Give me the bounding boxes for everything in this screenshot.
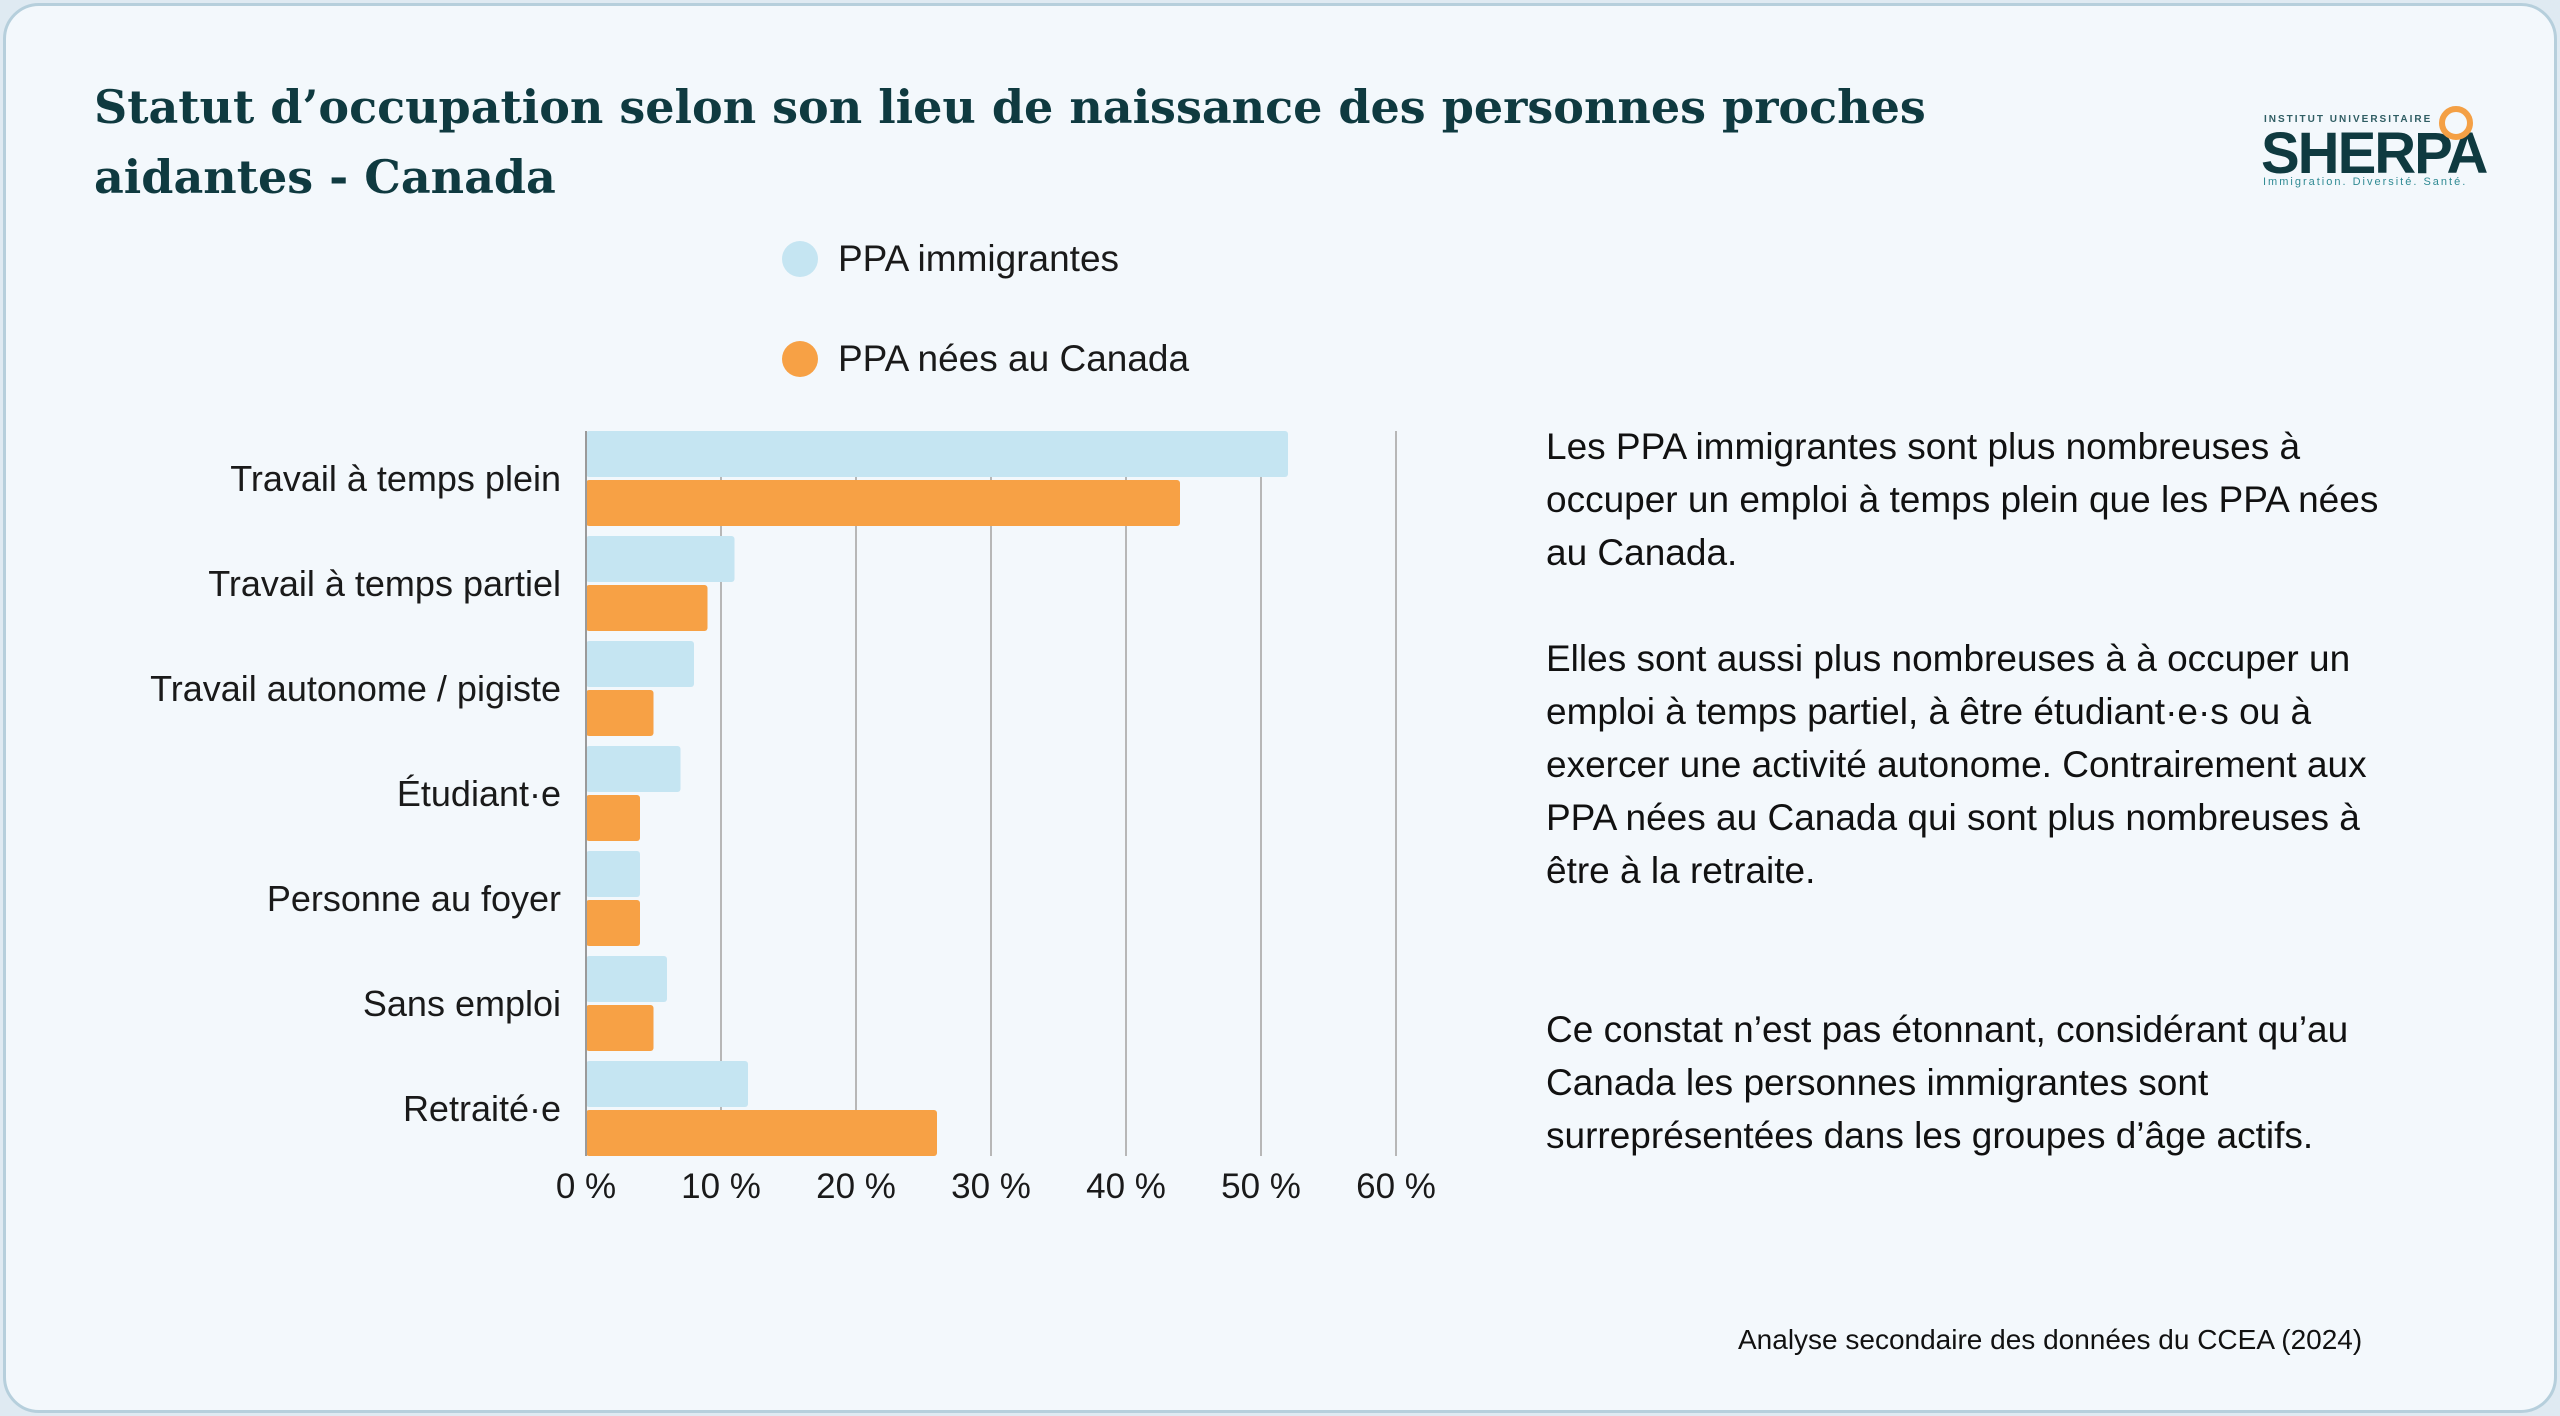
bar-immigrantes-6 xyxy=(586,1061,748,1107)
x-tick-label: 30 % xyxy=(951,1167,1031,1206)
bar-chart: Travail à temps plein Travail à temps par… xyxy=(150,431,1436,1206)
bar-immigrantes-1 xyxy=(586,536,735,582)
bar-nees-canada-5 xyxy=(586,1005,654,1051)
x-tick-label: 10 % xyxy=(681,1167,761,1206)
bar-immigrantes-3 xyxy=(586,746,681,792)
bar-nees-canada-1 xyxy=(586,585,708,631)
bar-immigrantes-5 xyxy=(586,956,667,1002)
legend-label-immigrantes: PPA immigrantes xyxy=(838,238,1120,279)
bar-nees-canada-6 xyxy=(586,1110,937,1156)
x-tick-label: 50 % xyxy=(1221,1167,1301,1206)
x-tick-label: 0 % xyxy=(556,1167,616,1206)
category-label: Travail à temps partiel xyxy=(208,563,561,604)
page-title: Statut d’occupation selon son lieu de na… xyxy=(94,80,1926,204)
commentary: Les PPA immigrantes sont plus nombreuses… xyxy=(1546,420,2426,1162)
legend-item-nees-canada: PPA nées au Canada xyxy=(782,334,1382,384)
legend-item-immigrantes: PPA immigrantes xyxy=(782,234,1382,284)
bar-nees-canada-4 xyxy=(586,900,640,946)
sherpa-logo: INSTITUT UNIVERSITAIRE SHERPA Immigratio… xyxy=(2261,106,2488,196)
commentary-paragraph-1: Les PPA immigrantes sont plus nombreuses… xyxy=(1546,426,2379,573)
bar-nees-canada-3 xyxy=(586,795,640,841)
category-label: Retraité·e xyxy=(403,1088,561,1129)
logo-tagline: Immigration. Diversité. Santé. xyxy=(2263,176,2468,188)
logo-top-text: INSTITUT UNIVERSITAIRE xyxy=(2264,114,2433,125)
x-tick-label: 60 % xyxy=(1356,1167,1436,1206)
bar-nees-canada-2 xyxy=(586,690,654,736)
commentary-paragraph-3: Ce constat n’est pas étonnant, considéra… xyxy=(1546,1009,2349,1156)
category-label: Personne au foyer xyxy=(267,878,561,919)
category-label: Étudiant·e xyxy=(397,773,561,814)
infographic-card: Statut d’occupation selon son lieu de na… xyxy=(3,3,2557,1413)
bar-immigrantes-0 xyxy=(586,431,1288,477)
category-label: Sans emploi xyxy=(363,983,561,1024)
x-tick-label: 40 % xyxy=(1086,1167,1166,1206)
legend-swatch-immigrantes xyxy=(782,241,818,277)
legend-swatch-nees-canada xyxy=(782,341,818,377)
legend-label-nees-canada: PPA nées au Canada xyxy=(838,338,1190,379)
bar-nees-canada-0 xyxy=(586,480,1180,526)
commentary-paragraph-2: Elles sont aussi plus nombreuses à à occ… xyxy=(1546,638,2367,891)
bar-immigrantes-2 xyxy=(586,641,694,687)
category-label: Travail à temps plein xyxy=(230,458,561,499)
category-label: Travail autonome / pigiste xyxy=(150,668,561,709)
source-note: Analyse secondaire des données du CCEA (… xyxy=(1738,1324,2363,1355)
bar-immigrantes-4 xyxy=(586,851,640,897)
x-tick-label: 20 % xyxy=(816,1167,896,1206)
logo-ring-icon xyxy=(2439,106,2473,140)
